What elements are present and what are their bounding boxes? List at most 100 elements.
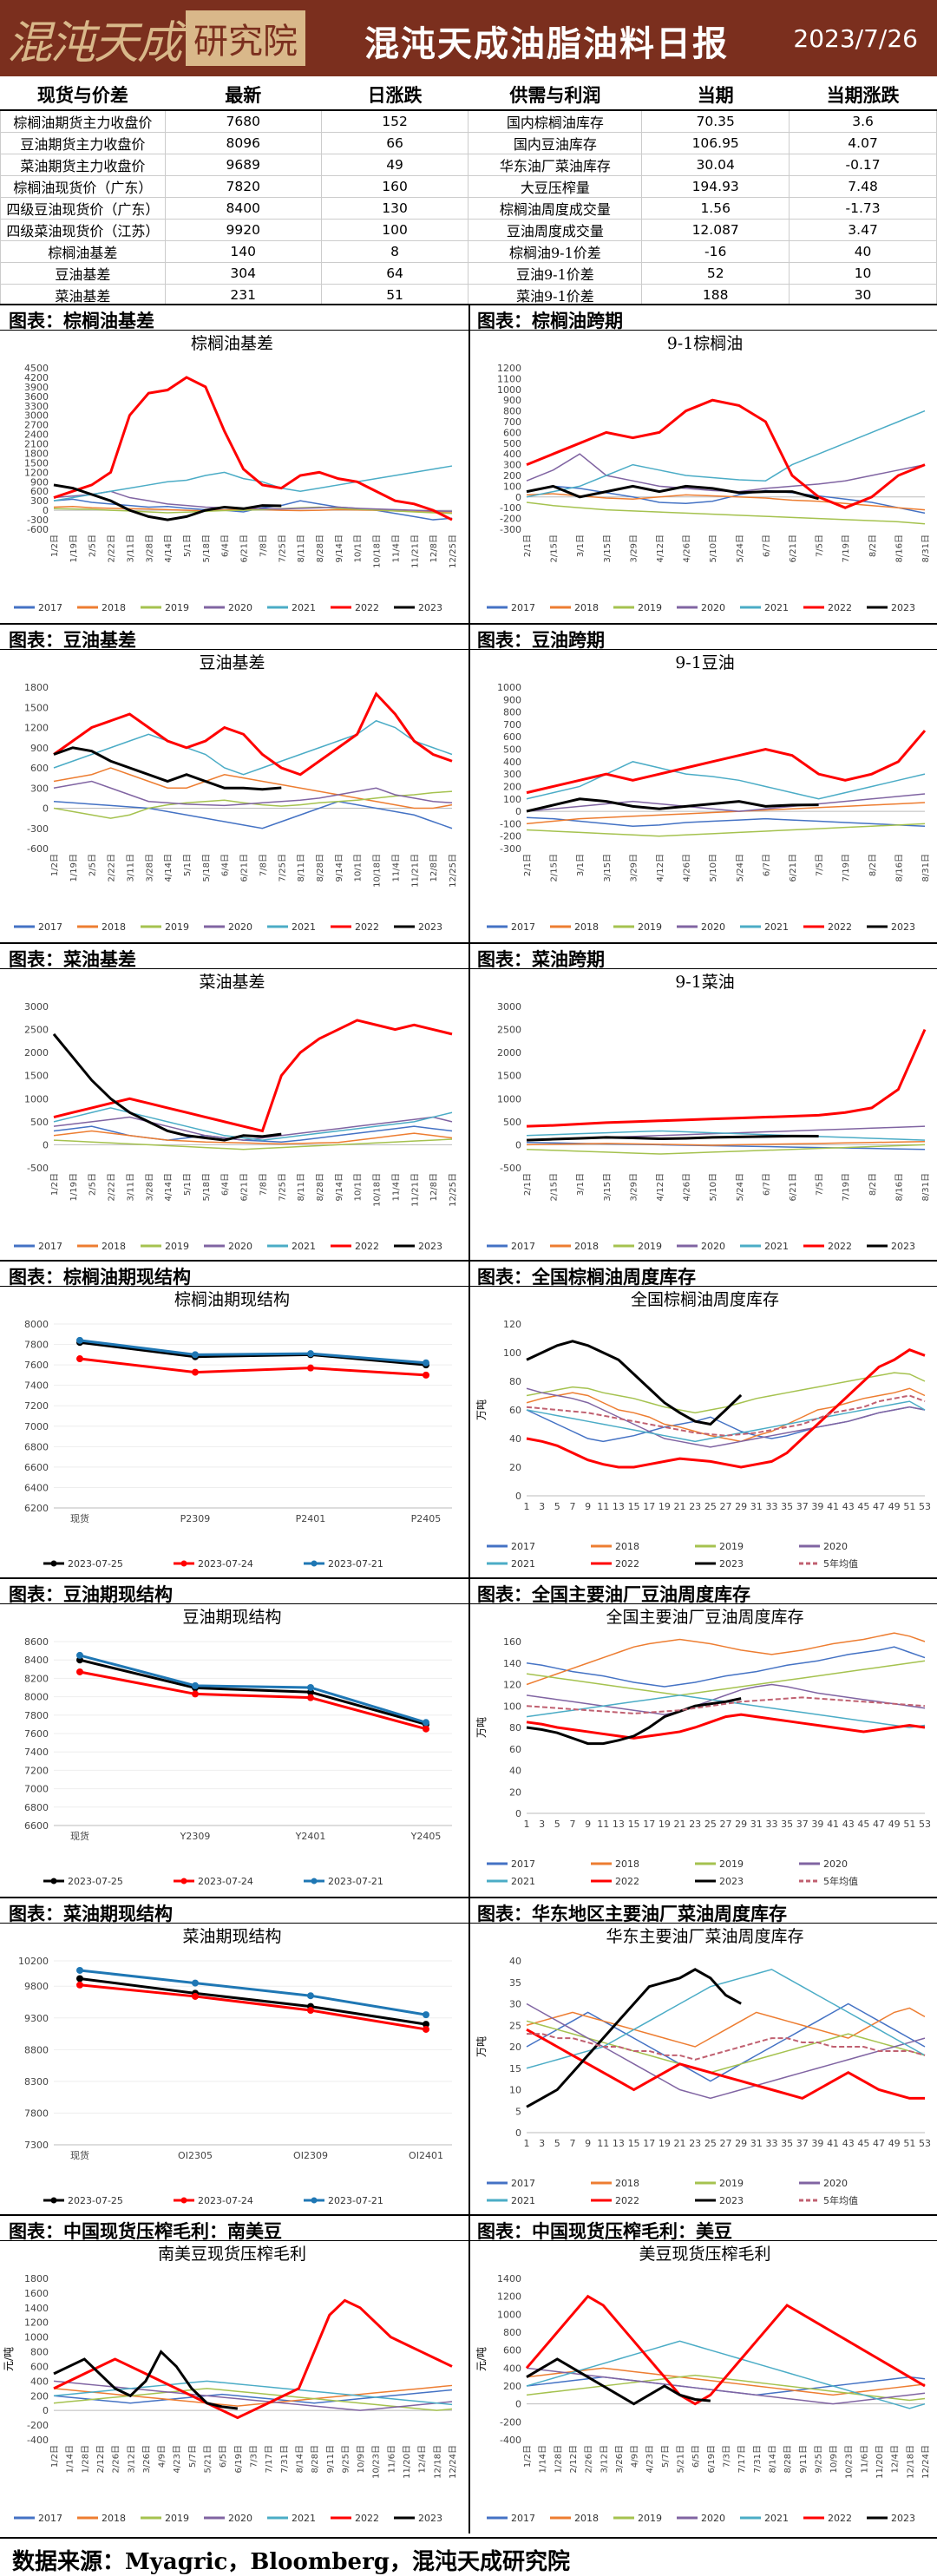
legend-label: 2020	[228, 1241, 252, 1252]
section-header: 图表：棕榈油期现结构 图表：全国棕榈油周度库存	[0, 1260, 937, 1288]
x-tick-label: 3/1日	[576, 854, 586, 876]
data-point	[423, 1359, 429, 1367]
y-tick-label: 1200	[24, 467, 49, 478]
chart-title: 9-1豆油	[675, 653, 735, 672]
legend-label: 2019	[638, 921, 662, 933]
data-point	[423, 2025, 429, 2033]
x-tick-label: 3/15日	[603, 534, 613, 562]
x-tick-label: 5/18日	[202, 534, 212, 562]
table-cell: 大豆压榨量	[468, 175, 643, 198]
series-line-2023-07-21	[79, 1654, 427, 1724]
x-tick-label: 27	[720, 2138, 732, 2149]
y-tick-label: 900	[503, 395, 521, 406]
x-tick-label: 41	[827, 1819, 839, 1830]
logo-text: 混沌天成	[7, 16, 182, 69]
x-tick-label: 12/18日	[906, 2445, 915, 2479]
x-tick-label: 7/25日	[278, 854, 287, 882]
series-line-2018	[526, 2367, 926, 2396]
table-cell: 棕榈油期货主力收盘价	[0, 109, 166, 133]
y-tick-label: -300	[27, 515, 49, 526]
report-header: 混沌天成 研究院 混沌天成油脂油料日报 2023/7/26	[0, 0, 937, 76]
legend-label: 2020	[701, 1241, 725, 1252]
y-tick-label: 800	[503, 707, 521, 718]
x-tick-label: 1/2日	[523, 2445, 533, 2468]
legend-label: 2022	[355, 1241, 379, 1252]
x-tick-label: 11/21日	[410, 1173, 420, 1207]
legend-label: 2023	[418, 2513, 442, 2524]
table-cell: 100	[320, 219, 469, 241]
x-tick-label: 2/1日	[523, 854, 533, 876]
chart-title: 全国棕榈油周度库存	[631, 1290, 779, 1309]
legend-label: 2018	[615, 1858, 639, 1870]
table-row: 棕榈油基差 140 8 棕榈油9-1价差 -16 40	[0, 240, 937, 263]
section-title-left: 图表：菜油基差	[9, 948, 136, 970]
data-point	[307, 1684, 314, 1691]
y-axis-label: 元/吨	[3, 2347, 15, 2371]
legend-label: 2018	[615, 2178, 639, 2189]
series-line-2018	[53, 767, 453, 810]
section-title-right: 图表：豆油跨期	[477, 629, 605, 651]
x-tick-label: 10/18日	[373, 1173, 383, 1207]
x-tick-label: 11/6日	[860, 2445, 869, 2473]
series-line-2017	[526, 485, 926, 515]
x-tick-label: 6/7日	[762, 534, 771, 557]
legend-label: 2021	[292, 921, 316, 933]
x-tick-label: 8/31日	[921, 1173, 931, 1201]
x-tick-label: 11/20日	[403, 2445, 412, 2479]
legend-label: 2020	[228, 602, 252, 613]
x-tick-label: 5/24日	[736, 854, 745, 882]
x-tick-label: P2309	[180, 1513, 211, 1524]
y-tick-label: 7800	[24, 1710, 49, 1721]
table-cell: 160	[320, 175, 469, 198]
legend-label: 2023-07-21	[328, 1558, 383, 1570]
legend-label: 5年均值	[823, 1557, 858, 1570]
legend-label: 2021	[764, 2513, 789, 2524]
table-row: 棕榈油期货主力收盘价 7680 152 国内棕榈油库存 70.35 3.6	[0, 109, 937, 133]
x-tick-label: 33	[765, 2138, 777, 2149]
y-tick-label: 2400	[24, 429, 49, 441]
x-tick-label: 13	[613, 1819, 625, 1830]
legend-label: 2020	[701, 921, 725, 933]
series-line-2023	[52, 1032, 282, 1142]
legend-marker	[50, 1560, 57, 1567]
y-tick-label: 100	[503, 1347, 521, 1359]
data-point	[192, 1992, 199, 2000]
data-point	[192, 1681, 199, 1689]
data-point	[76, 1981, 83, 1989]
y-tick-label: 1000	[497, 2309, 521, 2320]
x-tick-label: 23	[689, 1501, 701, 1512]
x-tick-label: 6/21日	[789, 534, 798, 562]
y-tick-label: 3300	[24, 401, 49, 412]
y-tick-label: 20	[509, 2042, 521, 2053]
x-tick-label: 2/15日	[550, 854, 560, 882]
series-line-2021	[526, 1969, 926, 2069]
y-tick-label: 1500	[497, 1071, 521, 1082]
x-tick-label: 17	[643, 2138, 655, 2149]
table-cell: 188	[641, 284, 790, 306]
x-tick-label: 10/23日	[845, 2445, 855, 2479]
table-cell: 国内棕榈油库存	[468, 109, 643, 133]
x-tick-label: 10/18日	[373, 534, 383, 568]
series-line-2022	[53, 376, 453, 521]
legend-label: 2017	[511, 921, 535, 933]
y-tick-label: 1200	[497, 2291, 521, 2303]
y-tick-label: 100	[503, 1701, 521, 1712]
y-tick-label: 1100	[497, 373, 521, 384]
legend-label: 2018	[574, 921, 599, 933]
y-tick-label: 800	[30, 2347, 49, 2358]
x-tick-label: 3/11日	[126, 1173, 135, 1201]
data-point	[423, 2011, 429, 2019]
data-source: 数据来源：Myagric，Bloomberg，混沌天成研究院	[12, 2549, 570, 2575]
x-tick-label: 11/4日	[391, 1173, 401, 1201]
chart-palm-spread: 9-1棕榈油 -300 -200 -100 0 100 200 300 400 500 600 700…	[473, 328, 937, 623]
y-tick-label: 160	[503, 1636, 521, 1648]
legend-label: 2021	[511, 1876, 535, 1887]
series-line-2020	[526, 793, 926, 812]
y-tick-label: 0	[515, 1139, 521, 1150]
x-tick-label: 6/19日	[707, 2445, 717, 2473]
series-line-5年均值	[526, 1394, 926, 1437]
x-tick-label: 45	[857, 2138, 869, 2149]
data-point	[307, 1350, 314, 1358]
y-tick-label: -300	[27, 823, 49, 835]
